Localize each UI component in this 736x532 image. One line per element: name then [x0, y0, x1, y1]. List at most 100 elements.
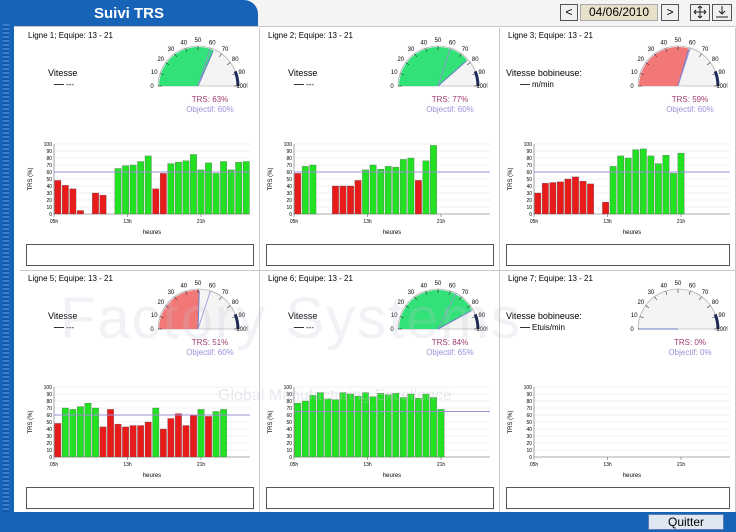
chart-ytick-label: 100 — [524, 142, 533, 148]
chart-bar — [182, 160, 190, 215]
chart-xtick-label: 13h — [603, 462, 612, 468]
chart-bar — [92, 192, 99, 215]
chart-xtick-label: 21h — [197, 219, 206, 225]
chart-bar — [235, 162, 243, 215]
comment-field[interactable] — [506, 487, 730, 509]
chart-ytick-label: 70 — [46, 163, 52, 169]
gauge-tick — [232, 73, 237, 76]
chart-bar — [392, 393, 400, 458]
gauge-tick-label: 50 — [435, 38, 442, 44]
gauge-tick — [399, 316, 404, 319]
chart-ytick-label: 60 — [286, 170, 292, 176]
chart-bar — [294, 173, 302, 215]
chart-xtick-label: 05h — [290, 462, 299, 468]
download-icon[interactable] — [712, 4, 732, 21]
chart-ytick-label: 80 — [286, 156, 292, 162]
chart-ytick-label: 10 — [46, 205, 52, 211]
chart-bar — [114, 423, 122, 458]
gauge-tick — [165, 305, 170, 309]
chart-ytick-label: 90 — [286, 392, 292, 398]
left-decor-strip — [0, 0, 14, 532]
gauge-tick-label: 10 — [631, 70, 638, 76]
chart-ytick-label: 40 — [286, 184, 292, 190]
speed-unit-line — [520, 327, 530, 329]
chart-xtick-label: 13h — [123, 462, 132, 468]
gauge-tick — [639, 73, 644, 76]
objective-value: Objectif: 60% — [666, 105, 714, 114]
line-panel: Ligne 1; Equipe: 13 - 21 Vitesse --- 0 10 20 3… — [20, 28, 260, 271]
chart-bar — [242, 161, 250, 215]
gauge-tick — [232, 316, 237, 319]
gauge-tick-label: 30 — [168, 47, 175, 53]
gauge-tick-label: 10 — [391, 313, 398, 319]
comment-field[interactable] — [266, 244, 494, 266]
comment-field[interactable] — [26, 244, 254, 266]
chart-xtick-label: 05h — [530, 462, 539, 468]
gauge-objective-marker — [197, 47, 211, 87]
gauge-tick-label: 0 — [390, 327, 394, 333]
objective-value: Objectif: 60% — [186, 348, 234, 357]
chart-bar — [129, 164, 137, 215]
chart-bar — [69, 409, 77, 458]
chart-bar — [175, 413, 182, 458]
date-field[interactable]: 04/06/2010 — [580, 4, 658, 21]
chart-bar — [407, 393, 415, 458]
gauge-tick — [226, 305, 231, 309]
gauge-tick-label: 70 — [702, 290, 709, 296]
trs-value: TRS: 59% — [671, 95, 709, 104]
chart-bar — [159, 173, 167, 215]
chart-bar — [377, 393, 385, 458]
chart-ylabel: TRS (%) — [28, 411, 34, 434]
chart-xtick-label: 05h — [50, 462, 59, 468]
gauge-tick-label: 90 — [238, 313, 245, 319]
gauge-tick-label: 100% — [476, 327, 488, 333]
chart-ytick-label: 0 — [289, 212, 292, 218]
chart-ytick-label: 40 — [526, 427, 532, 433]
chart-bar — [354, 180, 362, 215]
gauge-needle — [437, 310, 472, 330]
chart-ytick-label: 90 — [526, 149, 532, 155]
chart-bar — [534, 192, 542, 215]
chart-ytick-label: 60 — [46, 413, 52, 419]
chart-ytick-label: 100 — [284, 385, 293, 391]
comment-field[interactable] — [506, 244, 730, 266]
gauge-tick-label: 60 — [209, 283, 216, 289]
gauge-tick — [218, 296, 222, 301]
chart-xtick-label: 05h — [50, 219, 59, 225]
gauge-tick-label: 100% — [716, 327, 728, 333]
gauge-tick — [448, 290, 451, 295]
chart-bar — [137, 161, 145, 215]
comment-field[interactable] — [266, 487, 494, 509]
chart-bar — [362, 392, 369, 458]
chart-bar — [369, 396, 377, 458]
chart-bar — [144, 421, 152, 458]
gauge-needle — [197, 291, 200, 330]
comment-field[interactable] — [26, 487, 254, 509]
chart-ytick-label: 20 — [526, 441, 532, 447]
gauge-tick — [712, 316, 717, 319]
gauge-tick-label: 40 — [660, 283, 667, 289]
gauge-tick — [425, 47, 428, 52]
gauge-tick-label: 30 — [408, 47, 415, 53]
gauge-tick — [466, 62, 471, 66]
next-date-button[interactable]: > — [661, 4, 679, 21]
gauge-tick-label: 50 — [195, 38, 202, 44]
chart-ytick-label: 80 — [46, 156, 52, 162]
chart-bar — [61, 185, 69, 215]
gauge-tick-label: 30 — [408, 290, 415, 296]
gauge-tick-label: 0 — [150, 84, 154, 90]
gauge-objective-marker — [197, 290, 211, 330]
speed-unit-text: --- — [66, 80, 74, 89]
quit-button[interactable]: Quitter — [648, 514, 724, 530]
chart-ytick-label: 20 — [286, 441, 292, 447]
gauge-tick — [665, 290, 668, 295]
gauge-tick — [712, 73, 717, 76]
chart-bar — [670, 173, 677, 215]
chart-bar — [167, 163, 175, 215]
chart-ytick-label: 0 — [289, 455, 292, 461]
gauge-tick-label: 70 — [222, 47, 229, 53]
move-icon[interactable] — [690, 4, 710, 21]
prev-date-button[interactable]: < — [560, 4, 578, 21]
chart-bar — [212, 173, 220, 215]
